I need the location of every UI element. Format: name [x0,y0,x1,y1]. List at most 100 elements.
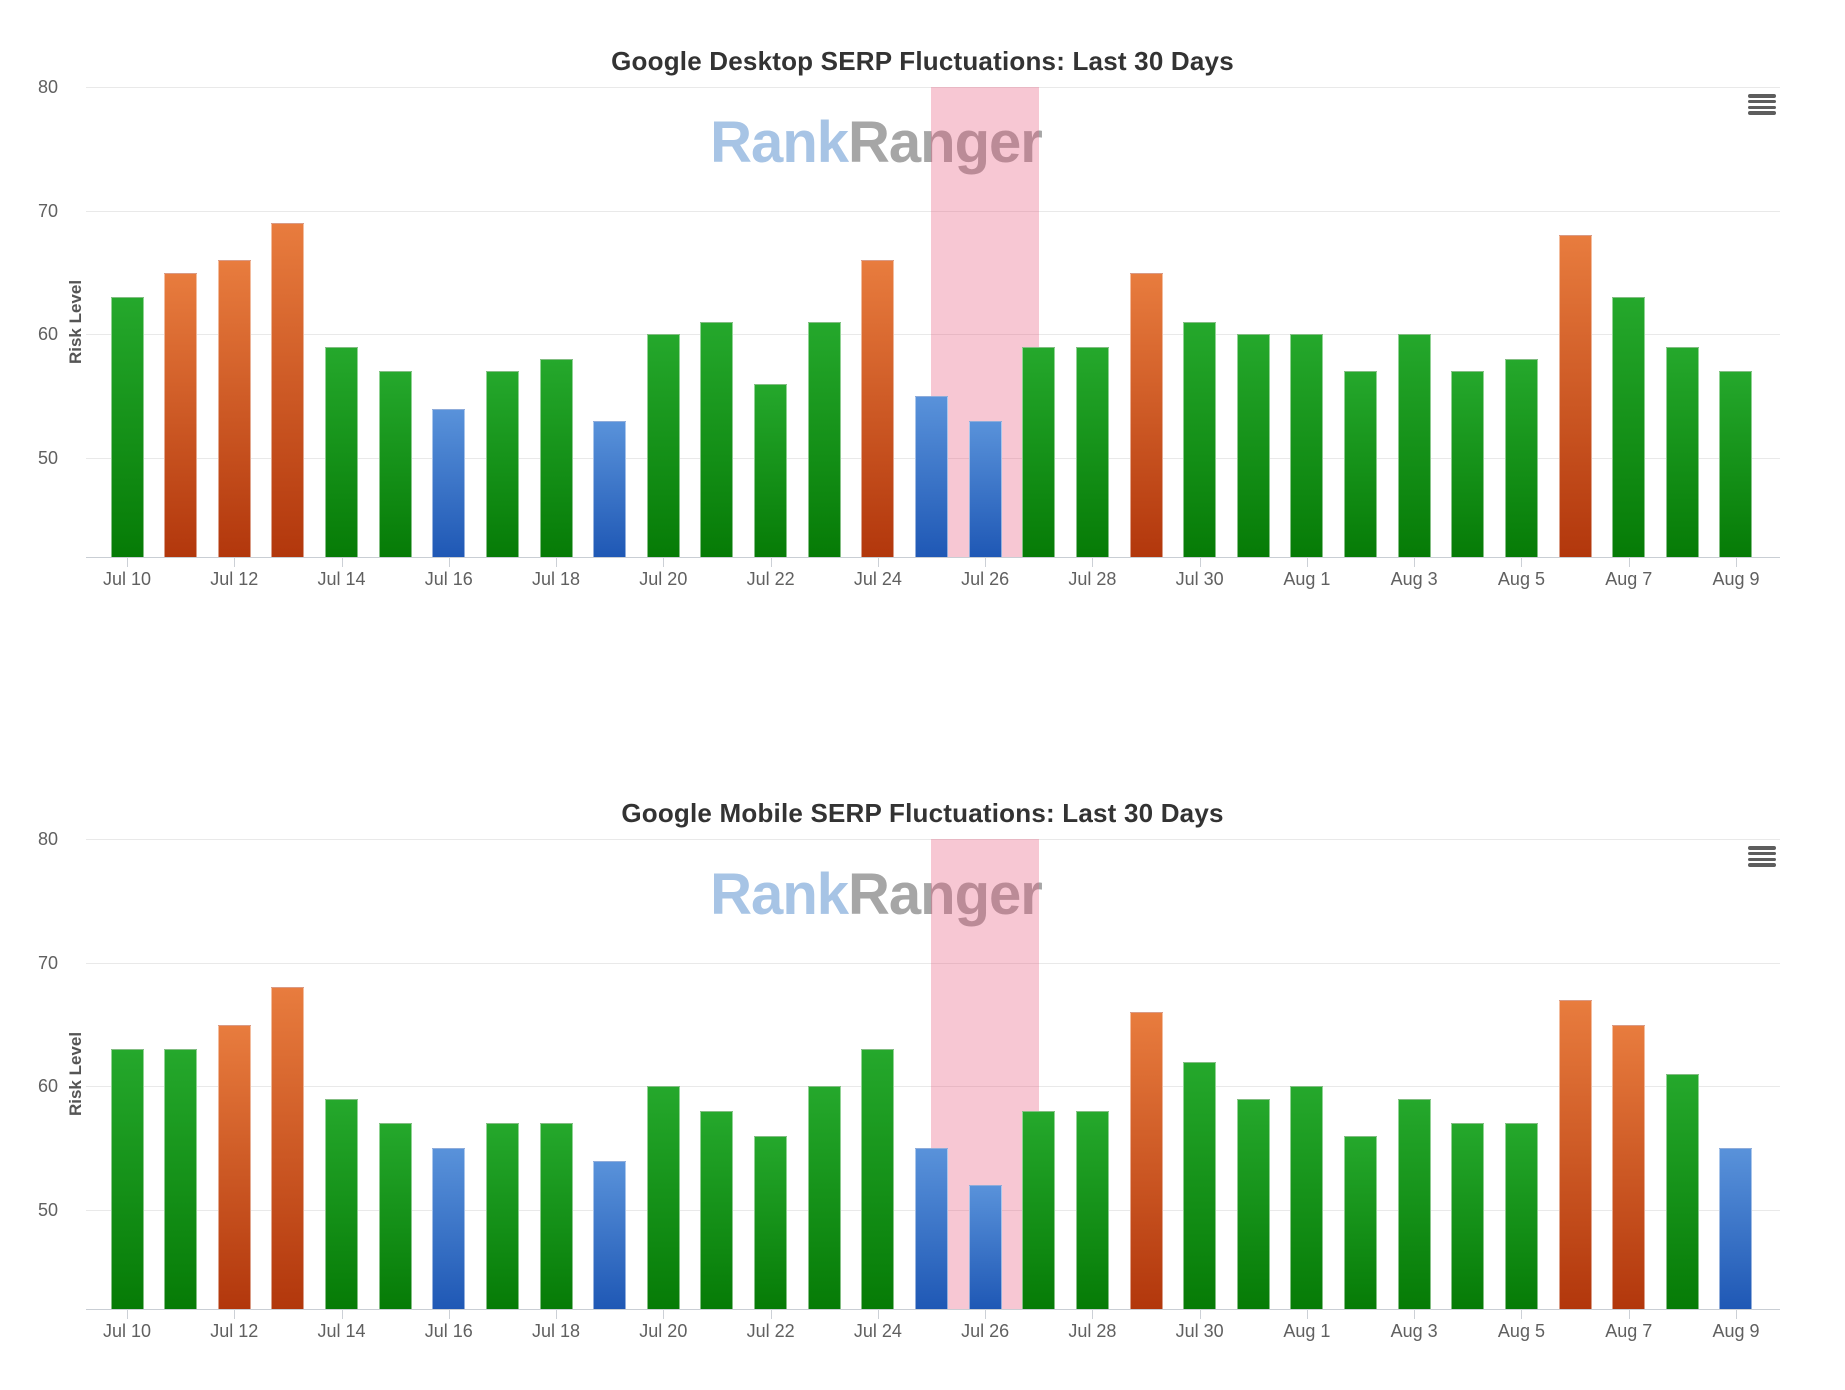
gridline [86,334,1780,336]
bar-jul-14[interactable] [325,346,359,557]
x-tick-label: Aug 7 [1605,1321,1653,1341]
bar-jul-29[interactable] [1129,272,1163,557]
x-tick-mark [234,1309,236,1319]
bar-aug-3[interactable] [1397,1098,1431,1309]
bar-aug-2[interactable] [1344,1135,1378,1309]
x-tick-label: Jul 24 [853,1321,902,1341]
bar-jul-18[interactable] [539,1123,573,1309]
bar-jul-31[interactable] [1236,1098,1270,1309]
x-tick-label: Jul 20 [639,1321,688,1341]
bar-jul-20[interactable] [646,1086,680,1309]
bar-jul-28[interactable] [1075,1111,1109,1309]
bar-aug-3[interactable] [1397,334,1431,557]
bar-jul-15[interactable] [378,371,412,557]
x-tick-mark [770,557,772,567]
bar-aug-9[interactable] [1719,371,1753,557]
bar-jul-11[interactable] [164,1049,198,1309]
bar-aug-1[interactable] [1290,1086,1324,1309]
gridline [86,210,1780,212]
x-tick-label: Aug 3 [1390,1321,1438,1341]
x-tick-label: Jul 26 [961,1321,1010,1341]
bar-jul-31[interactable] [1236,334,1270,557]
y-tick-label: 80 [37,77,58,97]
bar-jul-22[interactable] [754,383,788,557]
bar-jul-18[interactable] [539,359,573,557]
x-tick-label: Aug 1 [1283,1321,1331,1341]
bar-jul-30[interactable] [1183,1061,1217,1309]
bar-jul-12[interactable] [217,260,251,557]
bar-aug-4[interactable] [1451,1123,1485,1309]
x-tick-label: Jul 22 [746,569,795,589]
x-tick-label: Jul 30 [1175,569,1224,589]
bar-jul-14[interactable] [325,1098,359,1309]
bar-jul-19[interactable] [593,1160,627,1309]
bar-aug-2[interactable] [1344,371,1378,557]
x-tick-label: Jul 20 [639,569,688,589]
x-tick-mark [234,557,236,567]
bar-aug-6[interactable] [1558,235,1592,557]
bar-jul-17[interactable] [485,1123,519,1309]
hamburger-icon[interactable] [1748,94,1776,115]
x-tick-label: Jul 14 [317,1321,366,1341]
chart-title: Google Mobile SERP Fluctuations: Last 30… [621,797,1224,828]
bar-jul-10[interactable] [110,1049,144,1309]
watermark-rank: Rank [710,862,849,927]
watermark-ranger: Ranger [848,862,1043,927]
bar-aug-6[interactable] [1558,999,1592,1309]
bar-aug-5[interactable] [1504,1123,1538,1309]
bar-jul-19[interactable] [593,420,627,557]
bar-aug-8[interactable] [1665,346,1699,557]
y-tick-label: 60 [37,1076,58,1097]
x-tick-label: Jul 18 [532,569,581,589]
desktop-serp-chart: Google Desktop SERP Fluctuations: Last 3… [37,45,1780,589]
bar-jul-21[interactable] [700,322,734,557]
bar-jul-23[interactable] [807,1086,841,1309]
bar-jul-15[interactable] [378,1123,412,1309]
x-tick-label: Jul 28 [1068,1321,1117,1341]
x-tick-label: Jul 24 [853,569,902,589]
bar-jul-21[interactable] [700,1111,734,1309]
bar-jul-25[interactable] [914,1148,948,1309]
bar-jul-12[interactable] [217,1024,251,1309]
x-tick-mark [341,1309,343,1319]
x-tick-mark [1628,557,1630,567]
x-tick-label: Jul 12 [210,1321,259,1341]
hamburger-icon[interactable] [1748,846,1776,867]
chart-title: Google Desktop SERP Fluctuations: Last 3… [611,45,1234,76]
bar-jul-23[interactable] [807,322,841,557]
x-tick-mark [663,1309,665,1319]
plot-area: RankRanger Jul 10 Jul 12 Jul 14 Jul 16 Jul 1… [86,87,1780,589]
bar-jul-13[interactable] [271,987,305,1309]
bar-aug-1[interactable] [1290,334,1324,557]
bar-jul-25[interactable] [914,396,948,557]
bar-jul-29[interactable] [1129,1012,1163,1309]
x-tick-label: Aug 3 [1390,569,1438,589]
bar-aug-4[interactable] [1451,371,1485,557]
bar-jul-27[interactable] [1022,1111,1056,1309]
bar-jul-16[interactable] [432,408,466,557]
x-tick-mark [1521,557,1523,567]
x-tick-label: Jul 30 [1175,1321,1224,1341]
bar-jul-26[interactable] [968,420,1002,557]
bar-jul-24[interactable] [861,260,895,557]
bar-aug-7[interactable] [1612,297,1646,557]
bar-aug-5[interactable] [1504,359,1538,557]
bar-jul-11[interactable] [164,272,198,557]
bar-jul-24[interactable] [861,1049,895,1309]
y-tick-label: 70 [37,952,58,973]
bar-jul-20[interactable] [646,334,680,557]
bar-aug-7[interactable] [1612,1024,1646,1309]
bar-jul-10[interactable] [110,297,144,557]
bar-aug-8[interactable] [1665,1074,1699,1309]
bar-jul-13[interactable] [271,223,305,557]
bar-jul-26[interactable] [968,1185,1002,1309]
bar-jul-28[interactable] [1075,346,1109,557]
bar-jul-16[interactable] [432,1148,466,1309]
x-tick-label: Aug 5 [1497,1321,1545,1341]
bar-jul-27[interactable] [1022,346,1056,557]
bar-jul-22[interactable] [754,1135,788,1309]
bar-jul-30[interactable] [1183,322,1217,557]
x-tick-mark [341,557,343,567]
bar-jul-17[interactable] [485,371,519,557]
bar-aug-9[interactable] [1719,1148,1753,1309]
